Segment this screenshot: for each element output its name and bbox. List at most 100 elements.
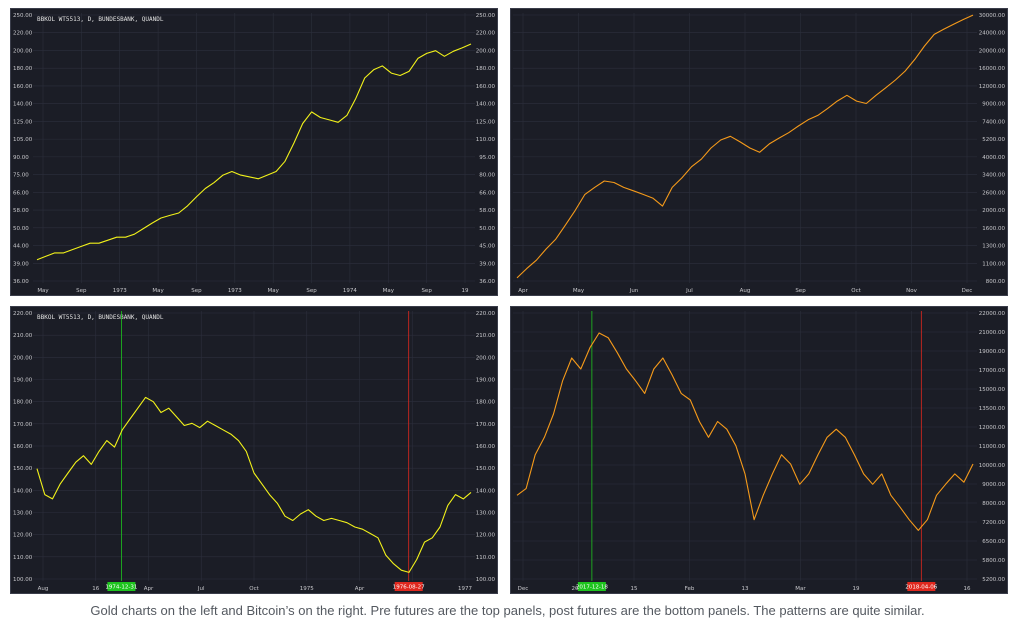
y-tick-label-right: 7200.00 — [982, 520, 1005, 526]
y-tick-label-left: 39.00 — [13, 261, 29, 267]
y-tick-label-right: 9000.00 — [982, 482, 1005, 488]
y-tick-label-right: 17000.00 — [979, 368, 1006, 374]
x-tick-label: 19 — [462, 288, 469, 294]
y-tick-label-right: 66.00 — [479, 190, 495, 196]
y-tick-label-right: 200.00 — [476, 355, 496, 361]
y-tick-label-right: 180.00 — [476, 66, 496, 72]
y-tick-label-right: 80.00 — [479, 173, 495, 179]
y-tick-label-right: 120.00 — [476, 533, 496, 539]
y-tick-label-left: 180.00 — [13, 400, 33, 406]
x-tick-label: 1975 — [300, 586, 314, 592]
y-tick-label-left: 36.00 — [13, 279, 29, 285]
y-tick-label-right: 180.00 — [476, 400, 496, 406]
y-tick-label-right: 13500.00 — [979, 406, 1006, 412]
bitcoin-post-futures-plot: Dec201815Feb13Mar19A1622000.0021000.0019… — [513, 311, 1006, 592]
y-tick-label-left: 130.00 — [13, 511, 33, 517]
x-tick-label: 15 — [631, 586, 638, 592]
y-tick-label-right: 3400.00 — [982, 173, 1005, 179]
x-tick-label: Jun — [629, 288, 639, 294]
y-tick-label-left: 120.00 — [13, 533, 33, 539]
x-tick-label: Jul — [197, 586, 205, 592]
y-tick-label-right: 4000.00 — [982, 155, 1005, 161]
x-tick-label: May — [152, 288, 164, 294]
y-tick-label-left: 250.00 — [13, 13, 33, 19]
x-tick-label: 13 — [742, 586, 749, 592]
y-tick-label-right: 130.00 — [476, 511, 496, 517]
y-tick-label-right: 160.00 — [476, 84, 496, 90]
y-tick-label-left: 160.00 — [13, 444, 33, 450]
y-tick-label-right: 30000.00 — [979, 13, 1006, 19]
x-tick-label: Apr — [518, 288, 528, 294]
y-tick-label-left: 44.00 — [13, 244, 29, 250]
y-tick-label-right: 200.00 — [476, 48, 496, 54]
y-tick-label-left: 210.00 — [13, 333, 33, 339]
series-line — [516, 332, 974, 531]
y-tick-label-right: 2000.00 — [982, 208, 1005, 214]
bitcoin-pre-futures-plot: Apr May Jun Jul Aug Sep Oct Nov Dec 30000.00 24000… — [513, 13, 1006, 294]
event-marker-badge — [907, 582, 936, 591]
y-tick-label-left: 110.00 — [13, 555, 33, 561]
x-tick-label: 1977 — [458, 586, 472, 592]
y-tick-label-right: 15000.00 — [979, 387, 1006, 393]
y-tick-label-right: 110.00 — [476, 137, 496, 143]
x-tick-label: Sep — [795, 288, 806, 294]
y-tick-label-right: 250.00 — [476, 13, 496, 19]
y-tick-label-right: 36.00 — [479, 279, 495, 285]
y-tick-label-right: 1600.00 — [982, 226, 1005, 232]
y-tick-label-left: 140.00 — [13, 102, 33, 108]
x-tick-label: Sep — [76, 288, 87, 294]
bitcoin-pre-futures-chart: Apr May Jun Jul Aug Sep Oct Nov Dec 30000.00 24000… — [510, 8, 1008, 296]
y-tick-label-right: 140.00 — [476, 102, 496, 108]
x-tick-label: May — [383, 288, 395, 294]
gold-post-futures-chart: Aug16AprJulOct1975AprJul1977220.00210.00… — [10, 306, 498, 594]
y-tick-label-right: 20000.00 — [979, 48, 1006, 54]
x-tick-label: Oct — [249, 586, 259, 592]
y-tick-label-right: 170.00 — [476, 422, 496, 428]
bitcoin-post-futures-chart: Dec201815Feb13Mar19A1622000.0021000.0019… — [510, 306, 1008, 594]
y-tick-label-left: 140.00 — [13, 488, 33, 494]
x-tick-label: May — [573, 288, 585, 294]
y-tick-label-right: 22000.00 — [979, 311, 1006, 317]
gold-pre-futures-plot: May Sep 1973 May Sep 1973 May Sep 1974 May Sep 19 25… — [13, 13, 496, 294]
event-marker-label: 2017-12-18 — [576, 585, 608, 591]
y-tick-label-right: 11000.00 — [979, 444, 1006, 450]
event-marker-label: 1974-12-31 — [105, 585, 137, 591]
x-tick-label: Jul — [685, 288, 693, 294]
y-tick-label-right: 95.00 — [479, 155, 495, 161]
series-line — [516, 14, 974, 279]
y-tick-label-right: 24000.00 — [979, 31, 1006, 37]
y-tick-label-left: 50.00 — [13, 226, 29, 232]
y-tick-label-right: 110.00 — [476, 555, 496, 561]
y-tick-label-right: 8000.00 — [982, 501, 1005, 507]
series-line — [36, 396, 472, 573]
x-tick-label: Aug — [38, 586, 49, 592]
y-tick-label-right: 10000.00 — [979, 463, 1006, 469]
chart-title: BBKOL WT5513, D, BUNDESBANK, QUANDL — [37, 16, 164, 23]
event-marker-badge — [107, 582, 136, 591]
y-tick-label-right: 58.00 — [479, 208, 495, 214]
y-tick-label-left: 160.00 — [13, 84, 33, 90]
x-tick-label: 1974 — [343, 288, 357, 294]
x-tick-label: May — [37, 288, 49, 294]
y-tick-label-left: 150.00 — [13, 466, 33, 472]
y-tick-label-right: 220.00 — [476, 311, 496, 317]
y-tick-label-right: 210.00 — [476, 333, 496, 339]
y-tick-label-left: 58.00 — [13, 208, 29, 214]
y-tick-label-right: 6500.00 — [982, 539, 1005, 545]
y-tick-label-right: 5800.00 — [982, 558, 1005, 564]
y-tick-label-right: 50.00 — [479, 226, 495, 232]
y-tick-label-right: 190.00 — [476, 378, 496, 384]
y-tick-label-right: 16000.00 — [979, 66, 1006, 72]
y-tick-label-left: 90.00 — [13, 155, 29, 161]
x-tick-label: Dec — [962, 288, 973, 294]
x-tick-label: May — [267, 288, 279, 294]
y-tick-label-right: 5200.00 — [982, 137, 1005, 143]
chart-title: BBKOL WT5513, D, BUNDESBANK, QUANDL — [37, 314, 164, 321]
figure-caption: Gold charts on the left and Bitcoin’s on… — [90, 603, 925, 618]
y-tick-label-right: 220.00 — [476, 31, 496, 37]
gold-post-futures-plot: Aug16AprJulOct1975AprJul1977220.00210.00… — [13, 311, 496, 592]
x-tick-label: Apr — [144, 586, 154, 592]
y-tick-label-left: 220.00 — [13, 311, 33, 317]
y-tick-label-left: 66.00 — [13, 190, 29, 196]
x-tick-label: Oct — [851, 288, 861, 294]
